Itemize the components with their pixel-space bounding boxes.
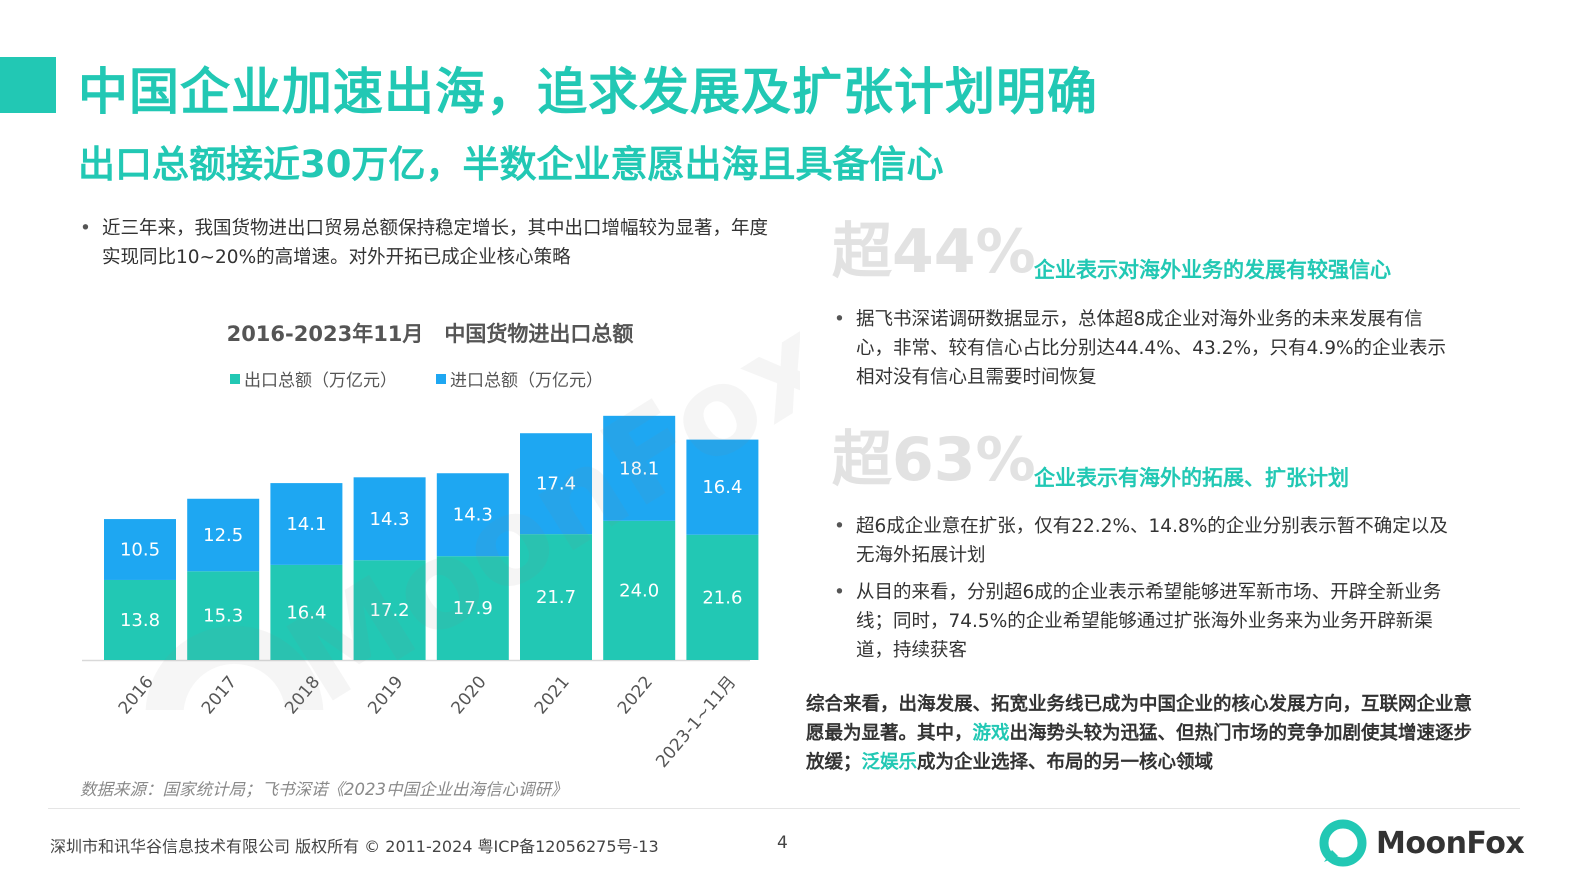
label-export-2021: 21.7: [536, 587, 576, 608]
summary-part-3: 成为企业选择、布局的另一核心领域: [917, 752, 1214, 773]
bar-import-2016: [104, 519, 176, 580]
label-export-2022: 24.0: [619, 580, 659, 601]
title-accent-bar: [0, 57, 56, 113]
label-import-2021: 17.4: [536, 474, 576, 495]
tick-label-2020: 2020: [447, 672, 490, 718]
data-source: 数据来源：国家统计局；飞书深诺《2023中国企业出海信心调研》: [80, 780, 568, 799]
moonfox-logo-icon: [1319, 819, 1367, 867]
bar-export-2023-1~11月: [686, 534, 759, 660]
label-export-2023-1~11月: 21.6: [702, 587, 742, 608]
page-title: 中国企业加速出海，追求发展及扩张计划明确: [78, 63, 1098, 121]
bar-import-2022: [603, 415, 676, 521]
bar-import-2021: [520, 433, 592, 535]
page-subtitle: 出口总额接近30万亿，半数企业意愿出海且具备信心: [78, 143, 944, 186]
legend-export: 出口总额（万亿元）: [230, 366, 397, 391]
bar-import-2023-1~11月: [686, 439, 759, 535]
bar-import-2018: [270, 483, 343, 565]
stat2-bullet-1: 超6成企业意在扩张，仅有22.2%、14.8%的企业分别表示暂不确定以及无海外拓…: [828, 512, 1456, 570]
footer-copyright: 深圳市和讯华谷信息技术有限公司 版权所有 © 2011-2024 粤ICP备12…: [50, 837, 659, 856]
tick-label-2018: 2018: [281, 672, 324, 718]
stat2-number: 超63%: [832, 425, 1036, 495]
label-export-2019: 17.2: [370, 600, 410, 621]
legend-import: 进口总额（万亿元）: [436, 366, 603, 391]
label-import-2023-1~11月: 16.4: [702, 477, 742, 498]
bar-export-2016: [104, 579, 176, 660]
bar-export-2018: [270, 564, 343, 660]
page-number: 4: [777, 833, 788, 853]
tick-label-2019: 2019: [364, 672, 407, 718]
tick-label-2017: 2017: [198, 672, 241, 718]
bar-export-2019: [353, 560, 426, 660]
stat1-label: 企业表示对海外业务的发展有较强信心: [1034, 258, 1391, 282]
bar-export-2021: [520, 534, 592, 660]
bar-import-2020: [436, 473, 509, 557]
legend-import-label: 进口总额（万亿元）: [450, 371, 603, 391]
tick-label-2023-1~11月: 2023-1~11月: [652, 672, 740, 771]
label-import-2018: 14.1: [286, 514, 326, 535]
stat2-label: 企业表示有海外的拓展、扩张计划: [1034, 466, 1349, 490]
label-import-2022: 18.1: [619, 458, 659, 479]
label-export-2017: 15.3: [203, 606, 243, 627]
bar-export-2020: [436, 556, 509, 660]
label-import-2020: 14.3: [453, 505, 493, 526]
footer-divider: [48, 808, 1520, 809]
bar-export-2017: [187, 571, 260, 660]
bar-import-2019: [353, 477, 426, 561]
label-export-2020: 17.9: [453, 598, 493, 619]
summary-highlight-entertainment: 泛娱乐: [861, 752, 918, 773]
tick-label-2022: 2022: [614, 672, 657, 718]
trade-bar-chart: 13.8 10.5 2016 15.3 12.5 2017 16.4 14.1 2018 17.2…: [82, 415, 759, 772]
summary-part-2: 出海势头较为迅猛、但热门市场的竞争加剧使其增速逐步放缓；: [806, 723, 1473, 773]
chart-title: 2016-2023年11月 中国货物进出口总额: [226, 322, 634, 346]
stat1-number: 超44%: [832, 217, 1036, 287]
label-import-2017: 12.5: [203, 525, 243, 546]
legend-export-swatch: [230, 374, 240, 384]
stat1-bullet: 据飞书深诺调研数据显示，总体超8成企业对海外业务的未来发展有信心，非常、较有信心…: [828, 305, 1456, 392]
legend-export-label: 出口总额（万亿元）: [244, 371, 397, 391]
label-import-2019: 14.3: [370, 509, 410, 530]
label-export-2016: 13.8: [120, 610, 160, 631]
moonfox-logo-text: MoonFox: [1376, 825, 1525, 861]
label-export-2018: 16.4: [286, 602, 326, 623]
summary-text: 综合来看，出海发展、拓宽业务线已成为中国企业的核心发展方向，互联网企业意愿最为显…: [806, 690, 1476, 777]
label-import-2016: 10.5: [120, 540, 160, 561]
bar-export-2022: [603, 520, 676, 660]
summary-highlight-games: 游戏: [972, 723, 1010, 744]
bar-import-2017: [187, 498, 260, 572]
summary-part-1: 综合来看，出海发展、拓宽业务线已成为中国企业的核心发展方向，互联网企业意愿最为显…: [806, 694, 1473, 744]
legend-import-swatch: [436, 374, 446, 384]
tick-label-2021: 2021: [531, 672, 574, 718]
left-bullet: 近三年来，我国货物进出口贸易总额保持稳定增长，其中出口增幅较为显著，年度实现同比…: [74, 214, 778, 272]
moonfox-logo: MoonFox: [1318, 818, 1525, 868]
stat2-bullet-2: 从目的来看，分别超6成的企业表示希望能够进军新市场、开辟全新业务线；同时，74.…: [828, 578, 1456, 665]
tick-label-2016: 2016: [115, 672, 158, 718]
